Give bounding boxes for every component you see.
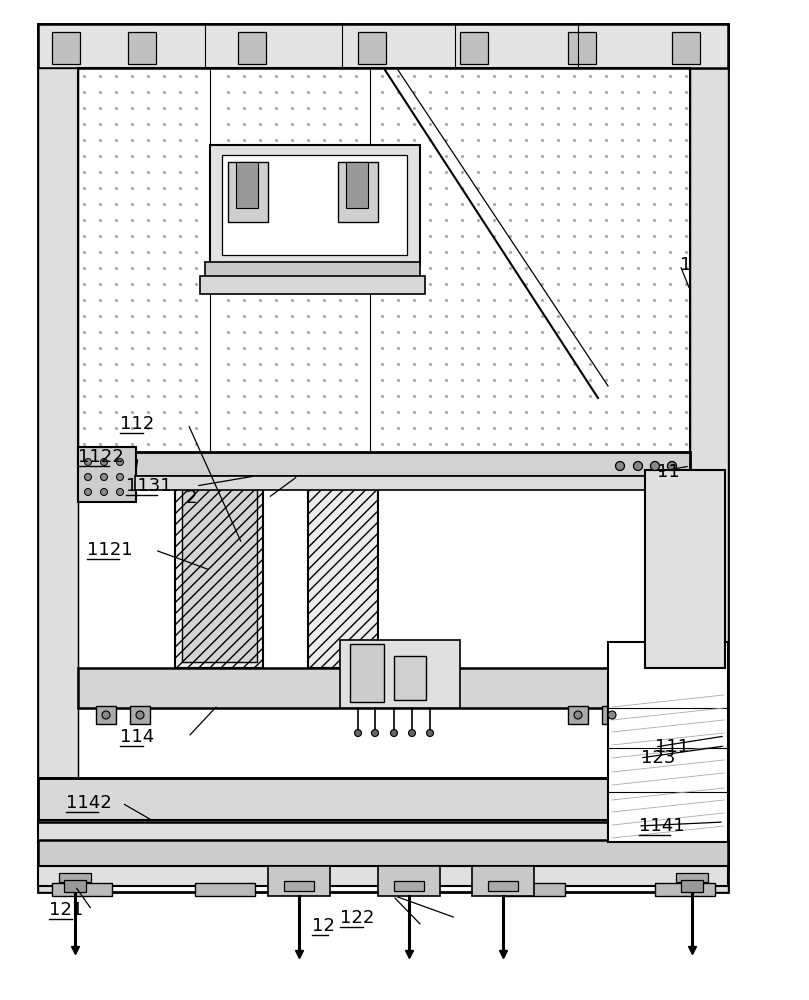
Circle shape [116,488,124,495]
Circle shape [616,462,625,471]
Bar [38,24,728,68]
Bar [236,162,258,208]
Bar [228,162,268,222]
Bar [64,880,86,892]
Text: 114: 114 [120,728,154,746]
Circle shape [633,462,642,471]
Circle shape [426,730,434,736]
Bar [488,881,518,891]
Bar [645,470,725,668]
Text: 1121: 1121 [87,541,133,559]
Bar [96,706,116,724]
Circle shape [574,711,582,719]
Bar [38,778,728,822]
Bar [205,262,420,278]
Bar [308,486,378,668]
Bar [460,32,488,64]
Bar [38,866,728,886]
Bar [346,162,368,208]
Bar [210,145,420,265]
Circle shape [100,458,108,466]
Circle shape [84,488,91,495]
Bar [268,866,330,896]
Text: 1142: 1142 [66,794,112,812]
Bar [222,155,407,255]
Bar [338,162,378,222]
Text: 123: 123 [641,749,675,767]
Bar [681,880,703,892]
Text: 111: 111 [655,738,689,756]
Circle shape [391,730,397,736]
Bar [655,883,715,896]
Bar [78,68,690,468]
Bar [472,866,534,896]
Bar [505,883,565,896]
Bar [38,68,78,892]
Bar [59,873,91,882]
Text: 11: 11 [657,463,680,481]
Bar [195,883,255,896]
Bar [175,486,263,668]
Circle shape [102,711,110,719]
Circle shape [371,730,379,736]
Text: 121: 121 [49,901,83,919]
Bar [135,476,685,490]
Bar [38,820,728,842]
Bar [38,840,728,868]
Bar [690,68,728,892]
Bar [78,452,690,478]
Bar [78,668,690,708]
Bar [378,866,440,896]
Text: 12: 12 [312,917,335,935]
Bar [182,488,257,662]
Bar [358,32,386,64]
Bar [608,642,728,842]
Bar [394,881,424,891]
Bar [602,706,622,724]
Circle shape [84,474,91,481]
Circle shape [354,730,362,736]
Text: 1131: 1131 [126,477,172,495]
Bar [350,644,384,702]
Bar [200,276,425,294]
Bar [52,883,112,896]
Bar [52,32,80,64]
Bar [78,447,136,502]
Circle shape [667,462,676,471]
Text: 1141: 1141 [639,817,684,835]
Text: 112: 112 [120,415,154,433]
Bar [38,24,728,892]
Bar [568,32,596,64]
Text: 1122: 1122 [78,448,124,466]
Bar [676,873,708,882]
Bar [340,640,460,708]
Bar [568,706,588,724]
Bar [238,32,266,64]
Text: 122: 122 [340,909,374,927]
Text: 1: 1 [680,256,691,274]
Bar [128,32,156,64]
Bar [78,476,690,488]
Circle shape [650,462,659,471]
Bar [394,656,426,700]
Circle shape [100,488,108,495]
Bar [672,32,700,64]
Text: 2: 2 [186,489,197,507]
Circle shape [116,474,124,481]
Circle shape [608,711,616,719]
Circle shape [100,474,108,481]
Circle shape [116,458,124,466]
Circle shape [409,730,416,736]
Circle shape [84,458,91,466]
Bar [284,881,314,891]
Circle shape [136,711,144,719]
Bar [130,706,150,724]
